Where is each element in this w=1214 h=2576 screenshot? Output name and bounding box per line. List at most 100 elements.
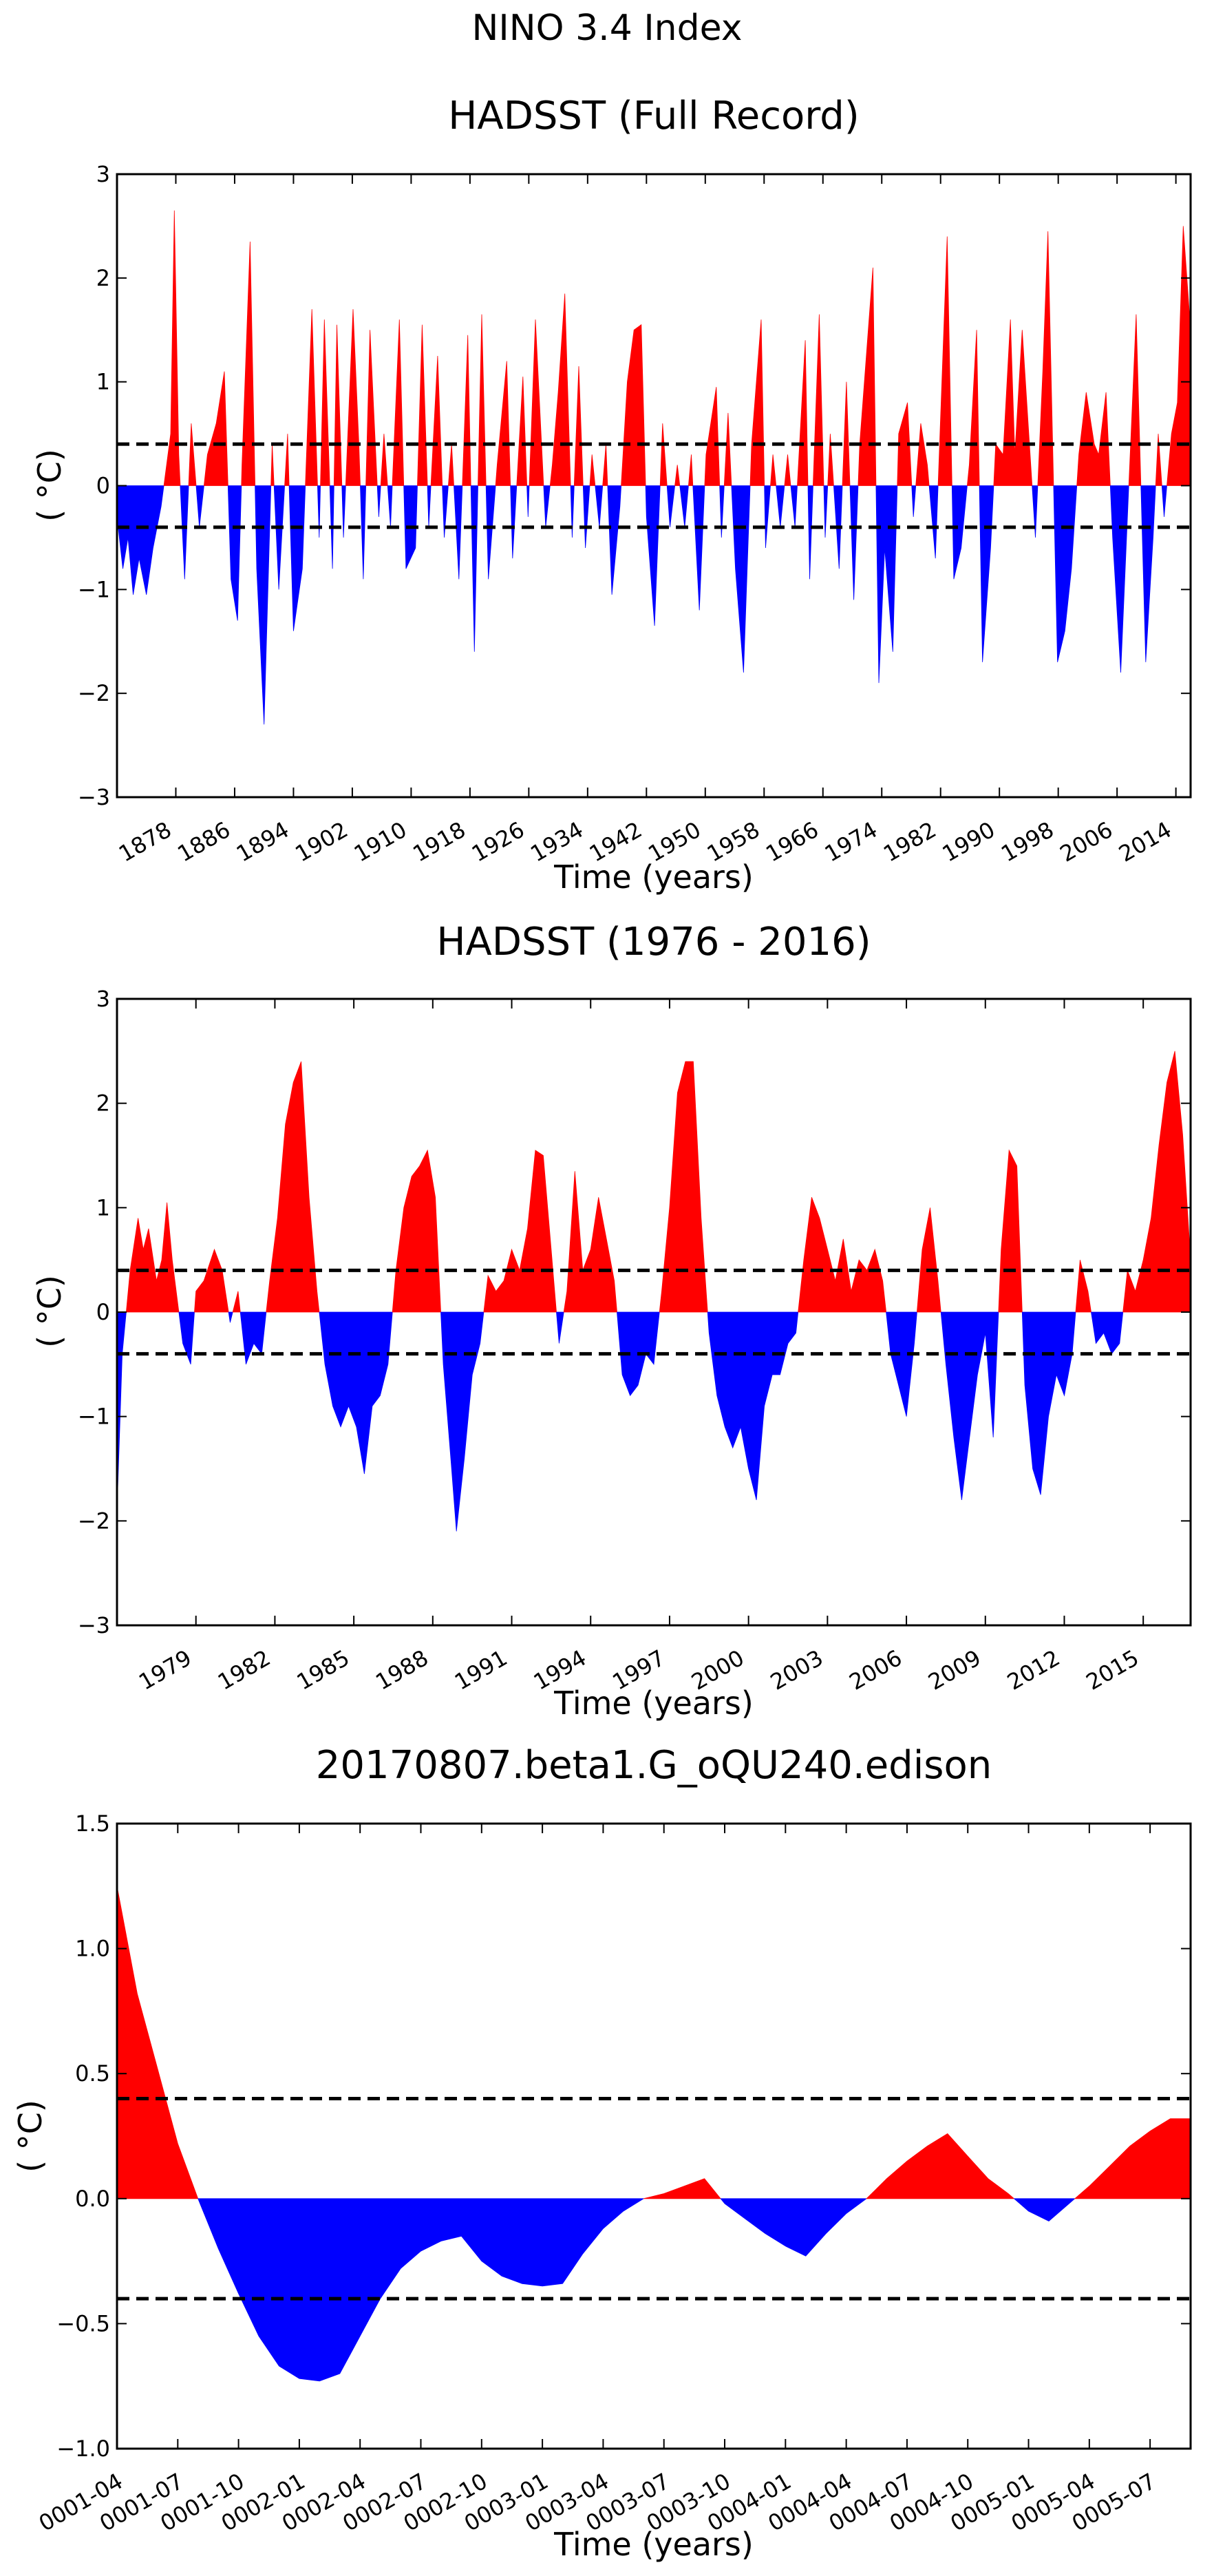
positive-anomaly-area-6	[1074, 2118, 1191, 2199]
y-tick-label: −2	[78, 1508, 110, 1534]
x-tick-label: 1886	[173, 816, 235, 867]
positive-anomaly-area-75	[842, 381, 851, 486]
positive-anomaly-area-77	[858, 267, 877, 486]
positive-anomaly-area-69	[797, 340, 809, 486]
negative-anomaly-area-30	[442, 485, 449, 538]
negative-anomaly-area-78	[875, 485, 898, 684]
positive-anomaly-area-1	[163, 210, 181, 486]
panel-model-run: 20170807.beta1.G_oQU240.edison −1.0−0.50…	[12, 1743, 1192, 2563]
y-tick-label: 0.0	[75, 2186, 110, 2212]
negative-anomaly-area-56	[679, 485, 689, 527]
negative-anomaly-area-12	[556, 1311, 564, 1344]
y-tick-label: 1.0	[75, 1936, 110, 1962]
x-tick-label: 1894	[232, 816, 294, 867]
positive-anomaly-area-17	[798, 1197, 887, 1313]
positive-anomaly-area-17	[333, 324, 343, 486]
positive-anomaly-area-91	[1076, 392, 1111, 486]
panel-2-ylabel: ( °C)	[31, 1275, 68, 1348]
negative-anomaly-area-20	[940, 1311, 999, 1501]
negative-anomaly-area-3	[720, 2198, 868, 2257]
negative-anomaly-area-96	[1161, 485, 1167, 517]
negative-anomaly-area-28	[427, 485, 432, 527]
positive-anomaly-area-93	[1128, 314, 1142, 486]
x-tick-label: 1998	[997, 816, 1058, 867]
panel-2-area	[116, 1051, 1191, 1532]
x-tick-label: 1966	[761, 816, 823, 867]
y-tick-label: 2	[96, 265, 110, 291]
panel-3-yticks: −1.0 −0.5 0.0 0.5 1.0 1.5	[56, 1810, 1191, 2462]
positive-anomaly-area-39	[516, 377, 528, 486]
negative-anomaly-area-32	[454, 485, 463, 580]
negative-anomaly-area-16	[707, 1311, 799, 1501]
negative-anomaly-area-1	[198, 2198, 645, 2382]
positive-anomaly-area-61	[723, 412, 732, 486]
x-tick-label: 1982	[879, 816, 941, 867]
y-tick-label: 1	[96, 369, 110, 395]
panel-2-thresholds	[117, 1268, 1191, 1356]
negative-anomaly-area-2	[178, 1311, 195, 1364]
positive-anomaly-area-0	[116, 1886, 199, 2199]
positive-anomaly-area-47	[589, 454, 596, 486]
panel-1976-2016: HADSST (1976 - 2016) −3 −2 −1 0 1 2 3 1979 1982…	[31, 920, 1192, 1722]
positive-anomaly-area-21	[365, 330, 378, 486]
positive-anomaly-area-65	[770, 454, 777, 486]
x-tick-label: 2006	[1056, 816, 1118, 867]
positive-anomaly-area-55	[674, 465, 681, 486]
negative-anomaly-area-68	[790, 485, 798, 527]
panel-3-xticks: 0001-040001-070001-100002-010002-040002-…	[34, 1824, 1160, 2537]
positive-anomaly-area-81	[915, 423, 930, 486]
negative-anomaly-area-60	[719, 485, 725, 538]
x-tick-label: 1902	[290, 816, 352, 867]
panel-2-title: HADSST (1976 - 2016)	[436, 920, 871, 964]
negative-anomaly-area-64	[764, 485, 771, 549]
negative-anomaly-area-46	[582, 485, 590, 549]
negative-anomaly-area-12	[288, 485, 306, 631]
x-tick-label: 2014	[1114, 816, 1176, 867]
x-tick-label: 1988	[371, 1645, 433, 1696]
positive-anomaly-area-19	[916, 1207, 941, 1313]
negative-anomaly-area-84	[951, 485, 968, 580]
positive-anomaly-area-59	[704, 387, 721, 486]
negative-anomaly-area-66	[776, 485, 785, 527]
positive-anomaly-area-63	[749, 319, 765, 486]
negative-anomaly-area-5	[1013, 2198, 1076, 2221]
negative-anomaly-area-86	[979, 485, 994, 662]
positive-anomaly-area-11	[284, 434, 290, 486]
x-tick-label: 2006	[845, 1645, 907, 1696]
positive-anomaly-area-13	[305, 309, 318, 486]
positive-anomaly-area-85	[966, 330, 980, 486]
panel-3-title: 20170807.beta1.G_oQU240.edison	[316, 1743, 992, 1788]
x-tick-label: 1982	[213, 1645, 275, 1696]
y-tick-label: −1.0	[56, 2436, 110, 2462]
negative-anomaly-area-82	[928, 485, 939, 559]
panel-2-yticks: −3 −2 −1 0 1 2 3	[78, 986, 1191, 1638]
positive-anomaly-area-1	[125, 1202, 180, 1313]
negative-anomaly-area-10	[440, 1311, 484, 1532]
x-tick-label: 2003	[766, 1645, 828, 1696]
panel-full-record: HADSST (Full Record) −3 −2 −1 0 1 2 3 18781886…	[31, 94, 1192, 896]
panel-1-xticks: 1878188618941902191019181926193419421950…	[114, 174, 1177, 867]
x-tick-label: 2009	[924, 1645, 986, 1696]
x-tick-label: 1918	[408, 816, 470, 867]
negative-anomaly-area-22	[376, 485, 381, 517]
positive-anomaly-area-51	[621, 324, 646, 486]
negative-anomaly-area-2	[180, 485, 189, 580]
y-tick-label: −3	[78, 784, 110, 810]
negative-anomaly-area-18	[886, 1311, 917, 1417]
positive-anomaly-area-87	[993, 319, 1033, 486]
x-tick-label: 1990	[938, 816, 1000, 867]
positive-anomaly-area-45	[573, 366, 584, 486]
negative-anomaly-area-4	[195, 485, 204, 527]
x-tick-label: 1910	[350, 816, 412, 867]
negative-anomaly-area-62	[731, 485, 751, 673]
panel-3-frame	[116, 1822, 1192, 2450]
negative-anomaly-area-52	[645, 485, 661, 626]
negative-anomaly-area-34	[470, 485, 478, 652]
x-tick-label: 1926	[467, 816, 529, 867]
panel-1-title: HADSST (Full Record)	[448, 94, 859, 138]
negative-anomaly-area-80	[911, 485, 917, 517]
negative-anomaly-area-72	[823, 485, 829, 538]
x-tick-label: 2015	[1082, 1645, 1144, 1696]
negative-anomaly-area-8	[255, 485, 272, 725]
